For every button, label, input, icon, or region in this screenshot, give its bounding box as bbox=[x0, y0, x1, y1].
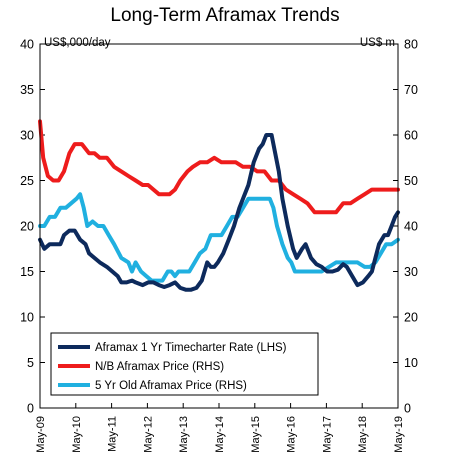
series-line-0 bbox=[38, 133, 400, 292]
left-axis-ticks: 0 5 10 15 20 25 30 35 40 bbox=[20, 38, 45, 416]
right-axis-ticks: 0 10 20 30 40 50 60 70 80 bbox=[393, 38, 418, 416]
x-tick-label: May-16 bbox=[286, 416, 298, 453]
legend-label-0: Aframax 1 Yr Timecharter Rate (LHS) bbox=[95, 342, 287, 354]
right-tick-label: 20 bbox=[404, 311, 418, 325]
x-tick-label: May-19 bbox=[393, 416, 405, 453]
legend-label-2: 5 Yr Old Aframax Price (RHS) bbox=[95, 380, 247, 392]
x-axis-ticks: May-09 May-10 May-11 May-12 May-13 May-14 May-… bbox=[35, 403, 405, 453]
left-tick-label: 10 bbox=[20, 311, 34, 325]
left-tick-label: 5 bbox=[27, 356, 34, 370]
x-tick-label: May-10 bbox=[71, 416, 83, 453]
left-tick-label: 35 bbox=[20, 83, 34, 97]
x-tick-label: May-18 bbox=[357, 416, 369, 453]
left-tick-label: 20 bbox=[20, 220, 34, 234]
right-tick-label: 50 bbox=[404, 174, 418, 188]
x-tick-label: May-17 bbox=[321, 416, 333, 453]
x-tick-label: May-15 bbox=[250, 416, 262, 453]
right-tick-label: 10 bbox=[404, 356, 418, 370]
left-axis-unit: US$,000/day bbox=[44, 37, 111, 49]
x-tick-label: May-11 bbox=[107, 416, 119, 452]
right-tick-label: 30 bbox=[404, 265, 418, 279]
right-tick-label: 0 bbox=[404, 402, 411, 416]
series-layer bbox=[38, 119, 400, 292]
x-tick-label: May-13 bbox=[178, 416, 190, 453]
plot-frame bbox=[39, 43, 399, 409]
x-tick-label: May-12 bbox=[142, 416, 154, 453]
right-tick-label: 80 bbox=[404, 38, 418, 52]
x-tick-label: May-09 bbox=[35, 416, 47, 453]
right-tick-label: 70 bbox=[404, 83, 418, 97]
left-tick-label: 25 bbox=[20, 174, 34, 188]
legend-box bbox=[50, 332, 319, 396]
right-tick-label: 60 bbox=[404, 129, 418, 143]
left-tick-label: 0 bbox=[27, 402, 34, 416]
legend-label-1: N/B Aframax Price (RHS) bbox=[95, 361, 224, 373]
x-tick-label: May-14 bbox=[214, 416, 226, 453]
legend: Aframax 1 Yr Timecharter Rate (LHS) N/B A… bbox=[50, 332, 319, 396]
left-tick-label: 15 bbox=[20, 265, 34, 279]
left-tick-label: 40 bbox=[20, 38, 34, 52]
left-tick-label: 30 bbox=[20, 129, 34, 143]
right-tick-label: 40 bbox=[404, 220, 418, 234]
series-line-1 bbox=[38, 119, 400, 215]
chart-title: Long-Term Aframax Trends bbox=[110, 5, 339, 26]
right-axis-unit: US$ m bbox=[360, 37, 395, 49]
series-line-2 bbox=[38, 192, 400, 283]
